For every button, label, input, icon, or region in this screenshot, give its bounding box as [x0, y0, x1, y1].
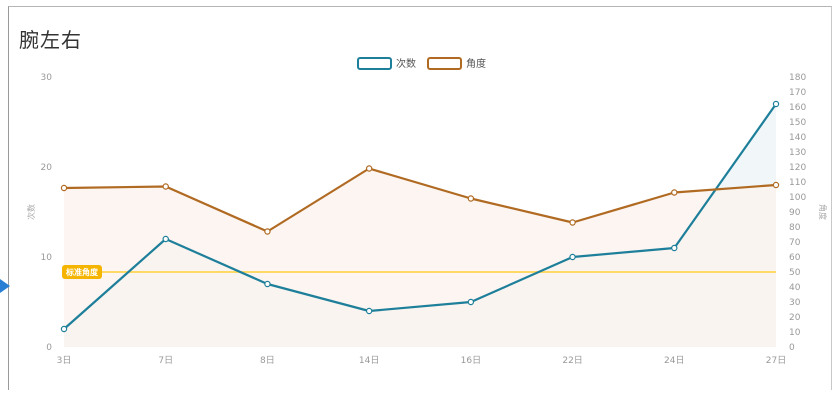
y-right-tick-label: 50 — [789, 268, 801, 278]
side-arrow-icon[interactable] — [0, 279, 10, 293]
series-lines — [63, 103, 777, 330]
y-right-tick-label: 80 — [789, 223, 801, 233]
data-point — [264, 228, 271, 235]
x-tick-label: 8日 — [260, 355, 275, 366]
data-point — [60, 325, 68, 333]
y-right-tick-label: 140 — [789, 133, 806, 143]
y-right-tick-label: 160 — [789, 103, 806, 113]
y-left-axis-title: 次数 — [26, 204, 36, 220]
y-right-tick-label: 10 — [789, 328, 801, 338]
y-right-axis-title: 角度 — [818, 204, 828, 220]
chart-title: 腕左右 — [19, 28, 82, 52]
reference-line-group: 标准角度 — [62, 265, 776, 279]
legend[interactable]: 次数 角度 — [357, 57, 486, 70]
data-point — [671, 189, 678, 196]
data-point — [569, 219, 576, 226]
legend-swatch — [427, 57, 462, 70]
y-right-tick-label: 100 — [789, 193, 806, 203]
y-right-tick-label: 30 — [789, 298, 801, 308]
y-right-tick-label: 110 — [789, 178, 806, 188]
x-tick-label: 3日 — [57, 355, 72, 366]
y-left-tick-label: 30 — [41, 73, 53, 83]
data-point — [162, 235, 169, 243]
series-areas — [64, 104, 776, 347]
x-tick-label: 7日 — [158, 355, 173, 366]
legend-label: 角度 — [466, 57, 486, 70]
y-right-tick-label: 40 — [789, 283, 801, 293]
data-point — [60, 184, 68, 192]
data-point — [365, 307, 373, 315]
axis-ticks: 0 10 20 30 0 10 20 30 40 50 60 70 80 90 100 110 120 130 14… — [26, 73, 828, 366]
data-point — [569, 253, 576, 261]
y-right-tick-label: 170 — [789, 88, 806, 98]
y-left-tick-label: 10 — [41, 253, 53, 263]
y-right-tick-label: 60 — [789, 253, 801, 263]
x-tick-label: 22日 — [562, 355, 582, 366]
data-point — [365, 165, 373, 172]
reference-label: 标准角度 — [65, 267, 99, 277]
series-line-2 — [63, 167, 777, 233]
chart-frame — [8, 6, 832, 390]
x-tick-label: 24日 — [664, 355, 684, 366]
series-points — [60, 100, 780, 333]
y-right-tick-label: 90 — [789, 208, 801, 218]
data-point — [467, 298, 475, 306]
data-point — [264, 280, 271, 288]
y-right-tick-label: 120 — [789, 163, 806, 173]
y-left-tick-label: 20 — [41, 163, 53, 173]
x-tick-label: 14日 — [359, 355, 379, 366]
data-point — [162, 183, 169, 190]
reference-label-badge — [62, 265, 102, 279]
data-point — [772, 100, 780, 108]
x-tick-label: 27日 — [766, 355, 786, 366]
y-right-tick-label: 180 — [789, 73, 806, 83]
data-point — [772, 181, 780, 189]
y-right-tick-label: 0 — [789, 343, 795, 353]
legend-swatch — [357, 57, 392, 70]
y-left-tick-label: 0 — [46, 343, 52, 353]
legend-label: 次数 — [396, 57, 416, 70]
y-right-tick-label: 70 — [789, 238, 801, 248]
series-area-2 — [64, 168, 776, 347]
y-right-tick-label: 130 — [789, 148, 806, 158]
data-point — [467, 195, 475, 202]
series-line-1 — [63, 103, 777, 330]
data-point — [671, 244, 678, 252]
x-tick-label: 16日 — [461, 355, 481, 366]
y-right-tick-label: 20 — [789, 313, 801, 323]
y-right-tick-label: 150 — [789, 118, 806, 128]
